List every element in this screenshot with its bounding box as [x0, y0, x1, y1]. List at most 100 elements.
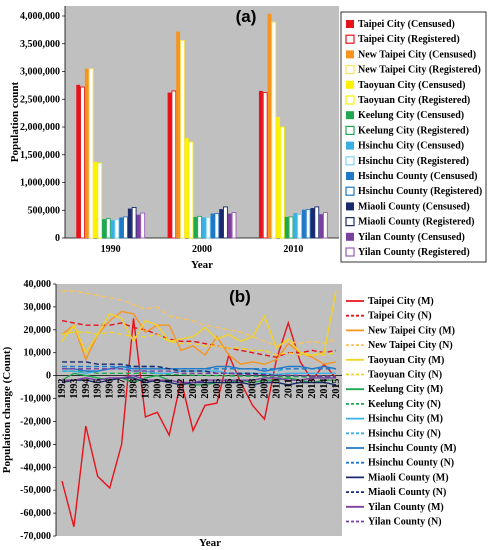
- bar: [314, 206, 320, 239]
- legend-label: Keelung City (Censused): [358, 110, 464, 121]
- legend-label: Yilan County (N): [368, 517, 442, 528]
- x-tick-label: 1994: [81, 379, 92, 399]
- legend-swatch: [346, 202, 354, 211]
- series-line: [62, 365, 336, 370]
- bar: [219, 209, 224, 238]
- panel-a-title: (a): [236, 7, 257, 26]
- bar: [210, 213, 215, 238]
- legend-swatch: [346, 50, 354, 59]
- bar: [140, 212, 146, 239]
- y-tick-label: -50,000: [20, 485, 51, 496]
- bar: [301, 209, 306, 238]
- x-tick-label: 2015: [331, 379, 342, 399]
- legend-label: Taipei City (Registered): [358, 34, 460, 45]
- bar: [288, 216, 294, 239]
- bar: [267, 13, 272, 239]
- legend-label: Keelung City (N): [368, 399, 441, 410]
- bar: [223, 206, 228, 239]
- bar: [305, 209, 311, 239]
- x-tick-label: 2011: [283, 379, 294, 398]
- bar: [262, 92, 268, 239]
- x-tick-label: 1993: [69, 379, 80, 399]
- y-tick-label: -40,000: [20, 462, 51, 473]
- bar: [119, 217, 124, 238]
- x-tick-label: 1999: [140, 379, 151, 399]
- bar: [276, 117, 281, 238]
- bar: [297, 214, 302, 239]
- legend-swatch: [346, 141, 354, 150]
- x-tick-label: 2012: [295, 379, 306, 399]
- legend-label: Taoyuan City (N): [368, 370, 442, 381]
- y-tick-label: 0: [55, 233, 60, 244]
- legend-label: Hsinchu County (M): [368, 443, 456, 454]
- bar: [102, 219, 106, 238]
- legend-label: Taoyuan City (Registered): [358, 95, 470, 106]
- legend-swatch: [345, 186, 355, 196]
- legend-label: Hsinchu City (M): [368, 414, 443, 425]
- bar: [123, 216, 128, 239]
- bar: [171, 90, 177, 239]
- series-line: [61, 318, 337, 527]
- legend-label: New Taipei City (Registered): [358, 65, 481, 76]
- bar: [322, 212, 328, 239]
- y-tick-label: 20,000: [24, 325, 52, 336]
- panel-a-y-axis-label: Population count: [9, 81, 21, 162]
- panel-b-x-axis-label: Year: [199, 537, 221, 549]
- panel-b-lines: [61, 290, 337, 527]
- legend-label: Keelung City (M): [368, 384, 443, 395]
- legend-label: Keelung City (Registered): [358, 125, 469, 136]
- y-tick-label: 4,000,000: [20, 11, 60, 22]
- panel-b-title: (b): [229, 287, 251, 306]
- panel-a-x-ticks: 1990 2000 2010: [101, 244, 304, 255]
- legend-label: Taoyuan City (Censused): [358, 80, 465, 91]
- legend-label: Yilan County (Censused): [358, 232, 465, 243]
- bar: [105, 218, 111, 239]
- legend-swatch: [345, 95, 355, 105]
- legend-swatch: [346, 80, 354, 89]
- y-tick-label: 1,000,000: [20, 178, 60, 189]
- y-tick-label: 500,000: [28, 205, 61, 216]
- y-tick-label: 1,500,000: [20, 150, 60, 161]
- bar: [188, 141, 194, 239]
- panel-a-legend-items: Taipei City (Censused) Taipei City (Regis…: [345, 19, 482, 258]
- legend-label: Hsinchu City (Censused): [358, 141, 464, 152]
- legend-label: Yilan County (Registered): [358, 247, 470, 258]
- y-tick-label: 2,000,000: [20, 122, 60, 133]
- series-line: [62, 361, 337, 378]
- panel-b-x-ticks: 1992 1993 1994 1995 1996 1997 1998 1999 2000 2001…: [57, 379, 342, 399]
- panel-a: (a) 0 500,000 1,000,000 1,500,000 2,000,000 2…: [9, 6, 487, 271]
- series-line: [62, 370, 337, 379]
- bar: [84, 68, 89, 238]
- y-tick-label: 2,500,000: [20, 94, 60, 105]
- bar: [180, 39, 185, 239]
- y-tick-label: 3,500,000: [20, 39, 60, 50]
- y-tick-label: 30,000: [24, 302, 52, 313]
- x-tick-label: 2003: [188, 379, 199, 399]
- legend-label: New Taipei City (Censused): [358, 49, 476, 60]
- y-tick-label: -20,000: [20, 416, 51, 427]
- bar: [319, 214, 324, 238]
- series-line: [61, 310, 337, 365]
- panel-a-bars: [76, 13, 328, 239]
- legend-label: Yilan County (M): [368, 502, 444, 513]
- panel-a-x-axis-label: Year: [191, 259, 213, 271]
- x-tick-label: 1996: [105, 379, 116, 399]
- x-tick-label: 2009: [260, 379, 271, 399]
- y-tick-label: 3,000,000: [20, 67, 60, 78]
- bar: [205, 217, 211, 239]
- x-tick-label: 2006: [224, 379, 235, 399]
- legend-swatch: [345, 217, 355, 227]
- bar: [97, 162, 103, 239]
- legend-label: New Taipei City (N): [368, 340, 453, 351]
- legend-swatch: [346, 232, 354, 241]
- panel-a-legend: [340, 11, 487, 263]
- legend-label: Miaoli County (M): [368, 472, 449, 483]
- bar: [114, 219, 120, 239]
- legend-label: Miaoli County (N): [368, 487, 446, 498]
- bar: [110, 220, 115, 238]
- bar: [279, 126, 285, 239]
- bar: [131, 207, 137, 239]
- series-line: [61, 290, 337, 356]
- bar: [310, 208, 315, 238]
- legend-swatch: [345, 125, 355, 136]
